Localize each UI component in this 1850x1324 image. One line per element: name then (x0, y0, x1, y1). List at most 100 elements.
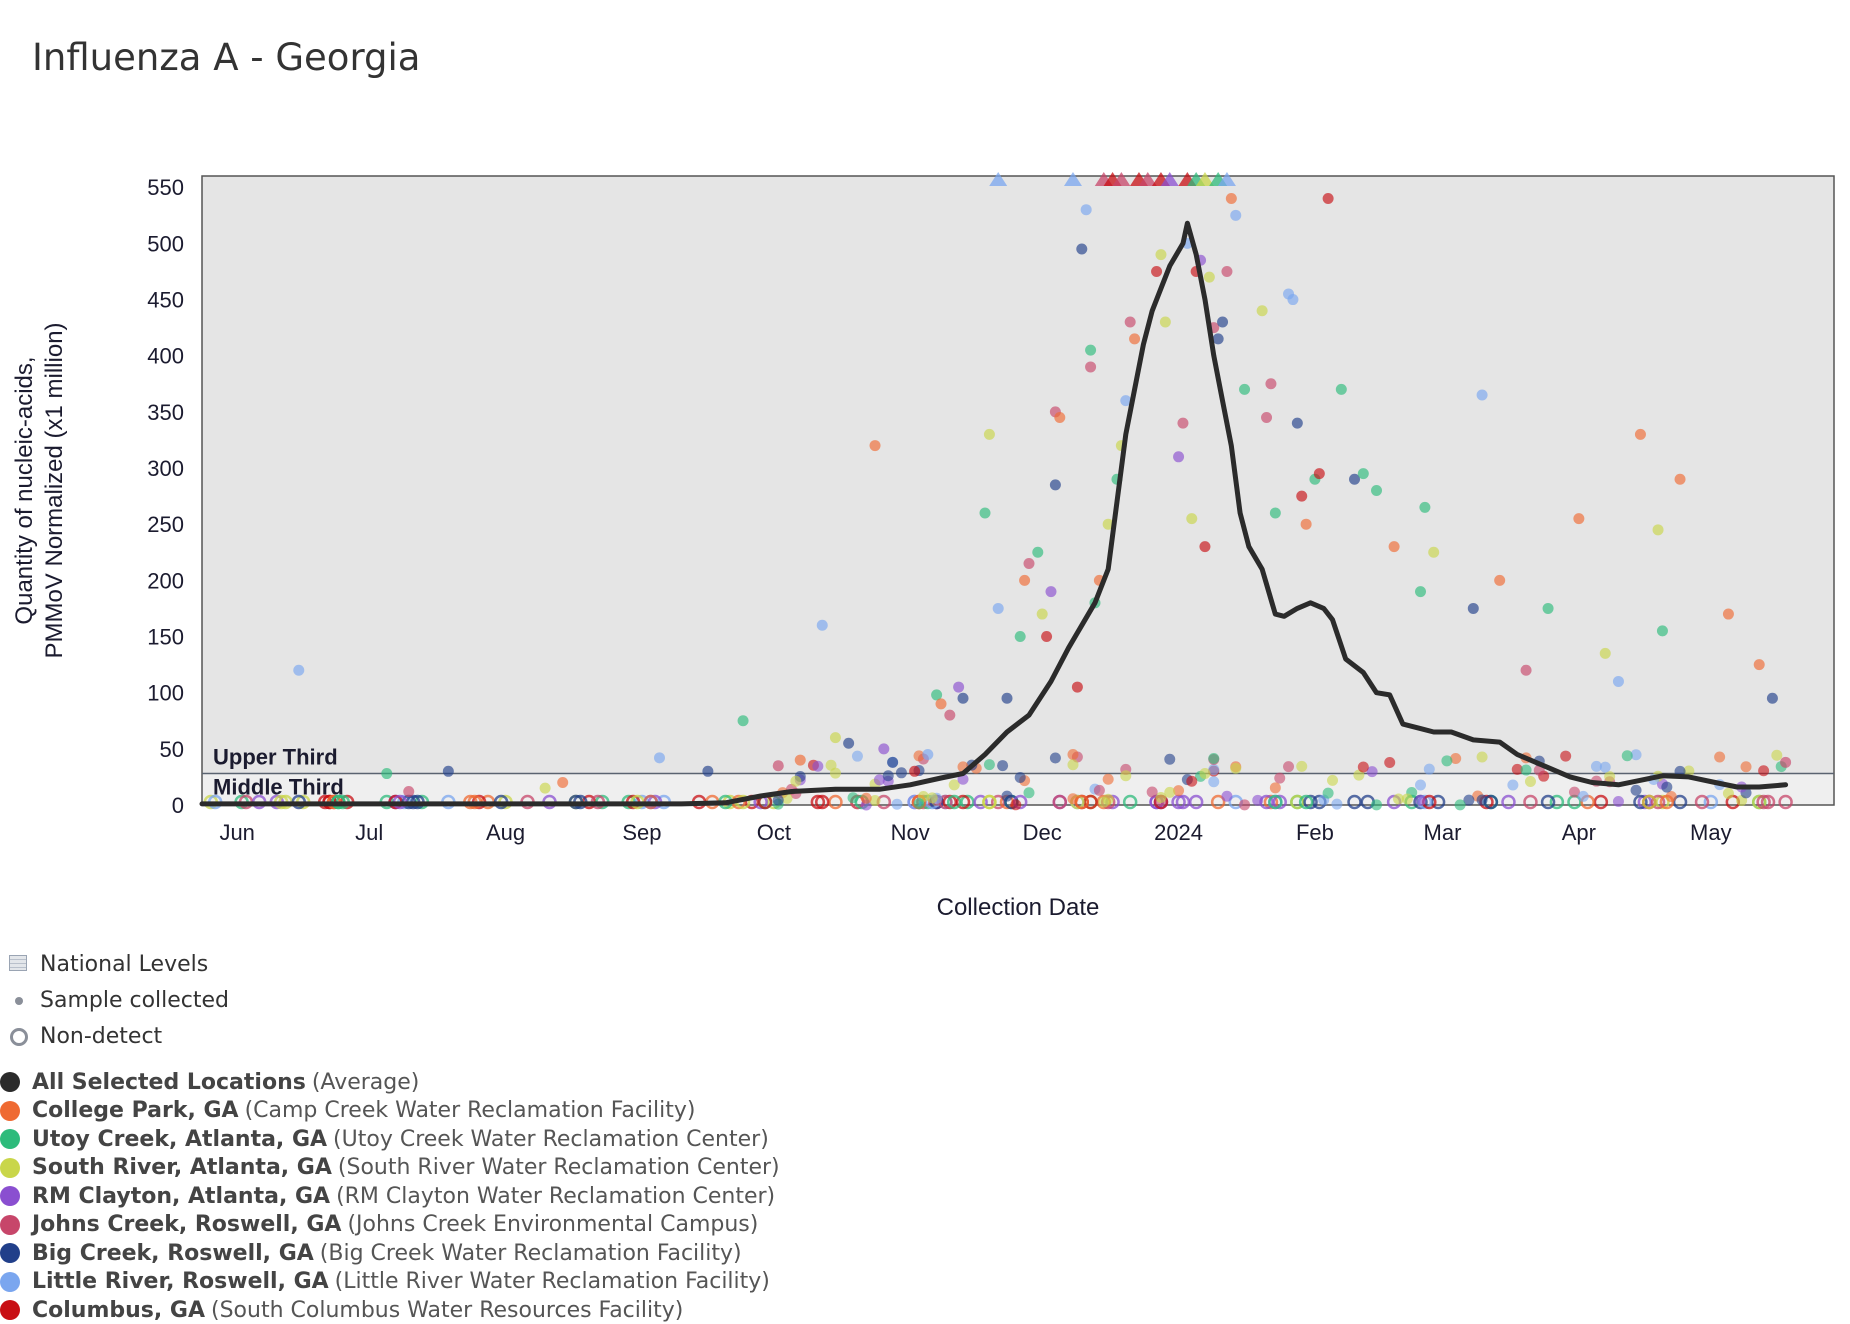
sample-point (1450, 753, 1462, 765)
sample-point (992, 602, 1004, 614)
sample-point (843, 737, 855, 749)
y-tick-label: 50 (160, 737, 184, 762)
legend-item-sample-collected[interactable]: Sample collected (0, 986, 229, 1014)
sample-point (825, 759, 837, 771)
sample-point (829, 732, 841, 744)
offscale-marker (1138, 172, 1157, 186)
sample-point (860, 792, 872, 804)
non-detect-point (1210, 794, 1226, 810)
sample-point (869, 440, 881, 452)
y-axis-title-line2: PMMoV Normalized (x1 million) (41, 322, 68, 658)
legend-item-national-levels[interactable]: National Levels (0, 950, 208, 978)
y-tick-label: 350 (147, 400, 184, 425)
sample-point (1542, 602, 1554, 614)
sample-point (1753, 659, 1765, 671)
location-detail: (Little River Water Reclamation Facility… (334, 1269, 770, 1294)
legend-location-item[interactable]: College Park, GA (Camp Creek Water Reclam… (0, 1097, 695, 1125)
sample-point (1036, 608, 1048, 620)
y-tick-label: 0 (172, 793, 184, 818)
location-name: South River, Atlanta, GA (32, 1155, 332, 1180)
sample-point (873, 774, 885, 786)
legend-location-item[interactable]: Little River, Roswell, GA (Little River W… (0, 1268, 770, 1296)
sample-point (1428, 546, 1440, 558)
legend-location-item[interactable]: Utoy Creek, Atlanta, GA (Utoy Creek Water… (0, 1125, 769, 1153)
sample-point (953, 681, 965, 693)
sample-point (790, 775, 802, 787)
sample-point (1159, 316, 1171, 328)
sample-point (1120, 770, 1132, 782)
sample-point (1415, 586, 1427, 598)
sample-point (1357, 468, 1369, 480)
sample-point (1296, 760, 1308, 772)
sample-point (1388, 541, 1400, 553)
sample-point (847, 792, 859, 804)
sample-point (1049, 752, 1061, 764)
location-detail: (South Columbus Water Resources Facility… (211, 1297, 684, 1323)
offscale-marker (1195, 172, 1214, 186)
non-detect-point (1523, 794, 1538, 810)
non-detect-point (1188, 794, 1204, 810)
x-tick-label: Jul (355, 820, 383, 845)
y-tick-label: 250 (147, 512, 184, 537)
non-detect-point (1760, 794, 1776, 810)
legend-location-item[interactable]: South River, Atlanta, GA (South River Wat… (0, 1154, 780, 1182)
location-name: Big Creek, Roswell, GA (32, 1240, 314, 1266)
average-layer (199, 220, 1789, 807)
location-name: RM Clayton, Atlanta, GA (32, 1183, 331, 1209)
sample-point (812, 760, 824, 772)
y-tick-label: 400 (147, 344, 184, 369)
offscale-marker (1063, 172, 1082, 186)
non-detect-point (1694, 794, 1710, 810)
sample-point (997, 760, 1009, 772)
sample-point (979, 507, 991, 519)
sample-point (1049, 479, 1061, 491)
sample-point (1423, 763, 1435, 775)
sample-point (1102, 773, 1114, 785)
sample-point (1186, 775, 1198, 787)
non-detect-point (955, 794, 971, 810)
non-detect-point (1633, 794, 1648, 810)
sample-point (539, 782, 551, 794)
sample-point (1313, 468, 1325, 480)
sample-point (1665, 791, 1677, 803)
sample-point (1155, 249, 1167, 261)
location-name: Utoy Creek, Atlanta, GA (32, 1126, 328, 1152)
sample-point (1771, 749, 1783, 761)
y-tick-label: 500 (147, 231, 184, 256)
x-tick-label: Mar (1424, 820, 1462, 845)
legend-item-non-detect[interactable]: Non-detect (0, 1022, 162, 1050)
sample-point (1010, 799, 1022, 811)
y-axis-title-line1: Quantity of nucleic-acids, (11, 356, 38, 624)
sample-point (403, 786, 415, 798)
sample-point (1604, 771, 1616, 783)
sample-point (1401, 793, 1413, 805)
sample-point (1524, 776, 1536, 788)
offscale-marker (1217, 172, 1236, 186)
sample-point (1071, 681, 1083, 693)
legend-location-item[interactable]: Columbus, GA (South Columbus Water Resour… (0, 1296, 683, 1324)
y-tick-label: 200 (147, 568, 184, 593)
sample-point (1656, 625, 1668, 637)
sample-point (1221, 790, 1233, 802)
sample-point (1032, 546, 1044, 558)
sample-point (1252, 794, 1264, 806)
sample-point (1634, 428, 1646, 440)
location-detail: (Big Creek Water Reclamation Facility) (319, 1240, 742, 1266)
sample-point (1371, 799, 1383, 811)
legend-location-item[interactable]: All Selected Locations (Average) (0, 1068, 419, 1096)
sample-point (1129, 333, 1141, 345)
sample-point (1511, 763, 1523, 775)
sample-point (1208, 752, 1220, 764)
legend-location-item[interactable]: Big Creek, Roswell, GA (Big Creek Water R… (0, 1239, 742, 1267)
legend-location-item[interactable]: Johns Creek, Roswell, GA (Johns Creek Env… (0, 1211, 758, 1239)
sample-point (1217, 316, 1229, 328)
sample-point (1780, 756, 1792, 768)
sample-point (1199, 541, 1211, 553)
sample-point (1085, 361, 1097, 373)
upper-third-label: Upper Third (213, 745, 338, 770)
striped-box-icon (6, 952, 30, 976)
sample-point (1573, 513, 1585, 525)
x-tick-label: May (1690, 820, 1732, 845)
legend-location-item[interactable]: RM Clayton, Atlanta, GA (RM Clayton Water… (0, 1182, 775, 1210)
